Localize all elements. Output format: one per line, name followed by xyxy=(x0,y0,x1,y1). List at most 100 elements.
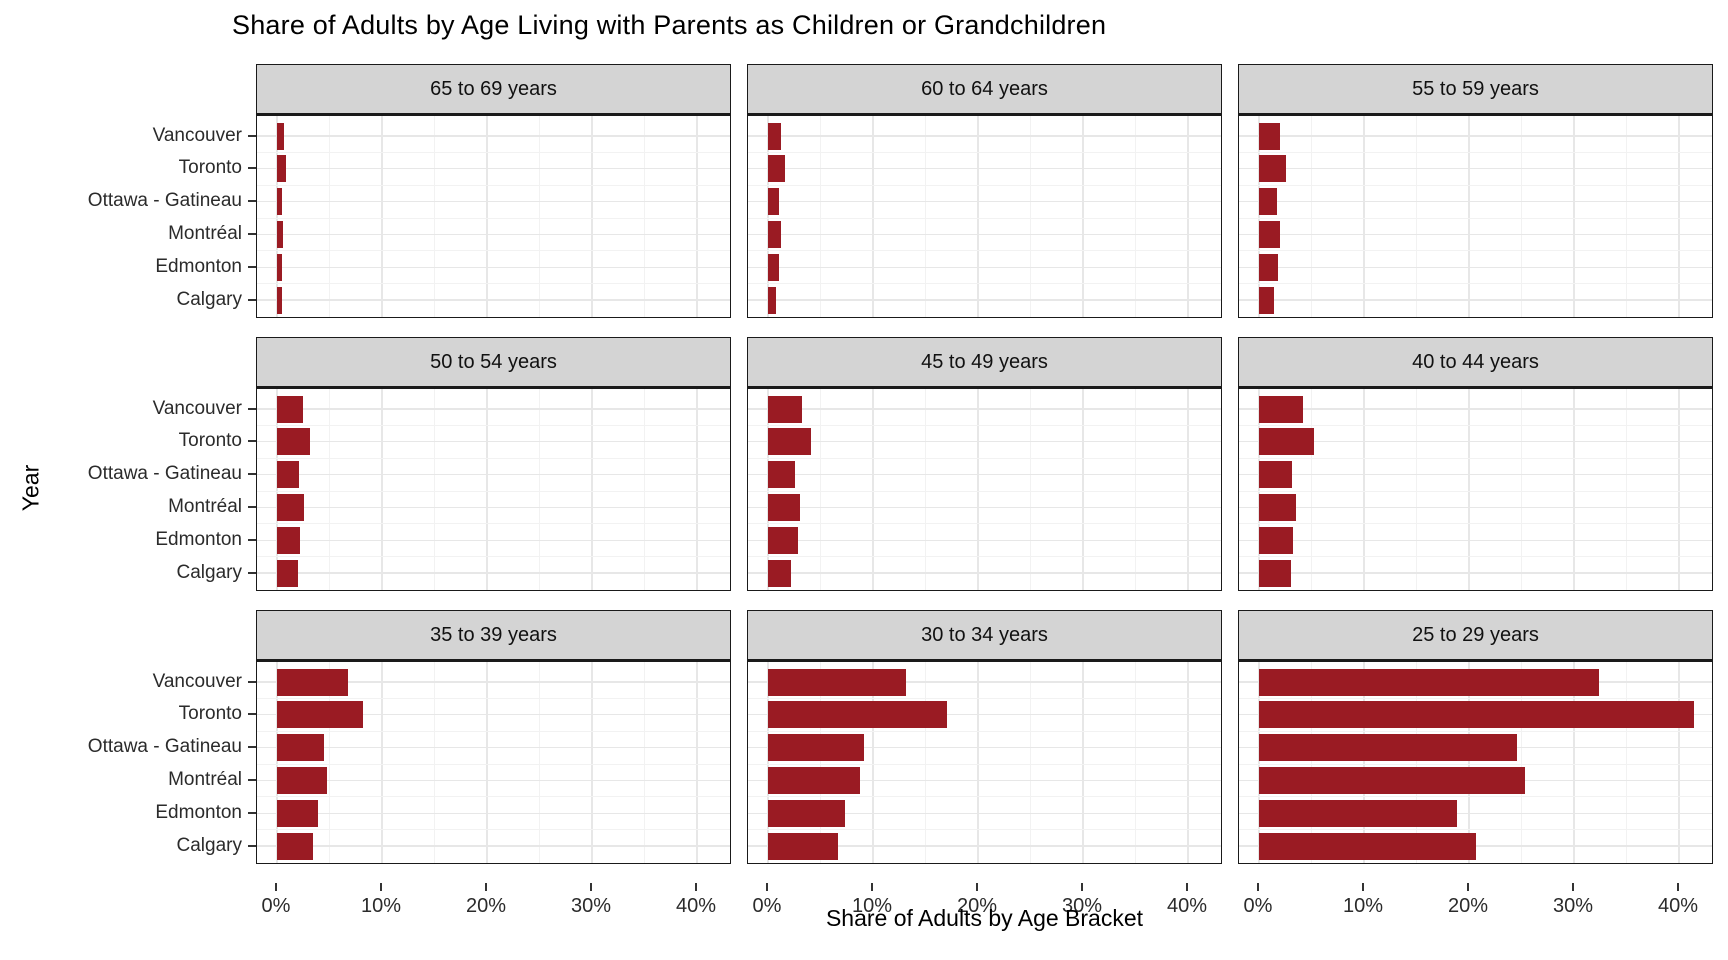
facet-panel xyxy=(747,114,1222,318)
y-axis-tick xyxy=(248,298,256,301)
facet-row: Vancouver Toronto Ottawa - Gatineau Montréa… xyxy=(0,337,1728,591)
city-label: Vancouver xyxy=(152,124,242,146)
bar xyxy=(768,155,785,183)
gridline-minor xyxy=(257,556,730,558)
y-axis-labels: Vancouver Toronto Ottawa - Gatineau Montréa… xyxy=(0,610,256,864)
gridline-major xyxy=(1363,116,1365,317)
gridline-minor xyxy=(1521,662,1522,863)
gridline-major xyxy=(872,389,874,590)
facet: 40 to 44 years xyxy=(1238,337,1713,591)
city-label: Ottawa - Gatineau xyxy=(87,463,242,485)
gridline-major xyxy=(872,116,874,317)
bar xyxy=(768,493,800,521)
gridline-minor xyxy=(1416,116,1417,317)
facet: 50 to 54 years xyxy=(256,337,731,591)
bar xyxy=(1259,286,1274,314)
gridline-major xyxy=(257,812,730,814)
gridline-minor xyxy=(257,250,730,252)
gridline-minor xyxy=(257,730,730,732)
bar xyxy=(277,395,304,423)
gridline-major xyxy=(748,572,1221,574)
gridline-minor xyxy=(1239,250,1712,252)
gridline-minor xyxy=(257,457,730,459)
city-label: Montréal xyxy=(168,769,242,790)
city-label: Calgary xyxy=(176,834,242,856)
bar xyxy=(277,526,301,554)
gridline-major xyxy=(977,389,979,590)
bar xyxy=(1259,428,1314,456)
bar xyxy=(768,461,796,489)
gridline-minor xyxy=(1311,389,1312,590)
y-axis-tick xyxy=(248,746,256,749)
x-axis-tick xyxy=(275,883,277,891)
gridline-major xyxy=(486,116,488,317)
bar xyxy=(768,668,906,696)
gridline-minor xyxy=(820,116,821,317)
gridline-minor xyxy=(257,796,730,798)
city-label: Ottawa - Gatineau xyxy=(87,190,242,212)
bar xyxy=(277,799,318,827)
y-axis-title: Year xyxy=(17,464,44,512)
facet-panel xyxy=(256,660,731,864)
gridline-major xyxy=(977,116,979,317)
bar xyxy=(1259,493,1296,521)
gridline-minor xyxy=(748,424,1221,426)
y-axis-tick xyxy=(248,844,256,847)
gridline-minor xyxy=(1239,283,1712,285)
y-axis-tick xyxy=(248,473,256,476)
gridline-major xyxy=(1468,116,1470,317)
gridline-minor xyxy=(329,662,330,863)
gridline-minor xyxy=(1626,116,1627,317)
gridline-major xyxy=(748,200,1221,203)
gridline-major xyxy=(1187,389,1189,590)
bar xyxy=(1259,701,1694,729)
facet-strip: 60 to 64 years xyxy=(747,64,1222,114)
y-axis-tick xyxy=(248,811,256,814)
gridline-major xyxy=(486,662,488,863)
gridline-major xyxy=(257,168,730,170)
bar xyxy=(277,220,284,248)
gridline-major xyxy=(1239,200,1712,203)
gridline-major xyxy=(1239,135,1712,137)
city-label: Toronto xyxy=(178,703,242,725)
x-axis-tick xyxy=(976,883,978,891)
bar xyxy=(1259,734,1518,762)
gridline-major xyxy=(767,662,769,863)
gridline-major xyxy=(257,845,730,847)
gridline-major xyxy=(1082,389,1084,590)
bar xyxy=(768,220,781,248)
gridline-major xyxy=(257,266,730,268)
gridline-major xyxy=(276,389,278,590)
gridline-minor xyxy=(1416,389,1417,590)
bar xyxy=(768,832,839,860)
bar xyxy=(768,766,861,794)
x-axis-tick xyxy=(1467,883,1469,891)
bar xyxy=(768,286,777,314)
bar xyxy=(1259,799,1458,827)
gridline-major xyxy=(257,299,730,301)
gridline-minor xyxy=(1239,763,1712,765)
bar xyxy=(768,799,845,827)
gridline-major xyxy=(257,441,730,443)
gridline-major xyxy=(748,681,1221,683)
gridline-minor xyxy=(257,829,730,831)
bar xyxy=(277,122,285,150)
gridline-minor xyxy=(1239,829,1712,831)
facet: 25 to 29 years xyxy=(1238,610,1713,864)
bar xyxy=(277,155,287,183)
facet-strip: 65 to 69 years xyxy=(256,64,731,114)
gridline-major xyxy=(1239,812,1712,814)
y-axis-tick xyxy=(248,200,256,203)
facet-strip-label: 65 to 69 years xyxy=(430,77,557,100)
gridline-major xyxy=(1468,389,1470,590)
x-axis-tick xyxy=(766,883,768,891)
gridline-major xyxy=(1239,473,1712,476)
facet: 30 to 34 years xyxy=(747,610,1222,864)
gridline-minor xyxy=(748,151,1221,153)
gridline-minor xyxy=(539,662,540,863)
gridline-minor xyxy=(257,490,730,492)
facet-strip-label: 50 to 54 years xyxy=(430,350,557,373)
gridline-minor xyxy=(1239,490,1712,492)
gridline-major xyxy=(748,539,1221,541)
